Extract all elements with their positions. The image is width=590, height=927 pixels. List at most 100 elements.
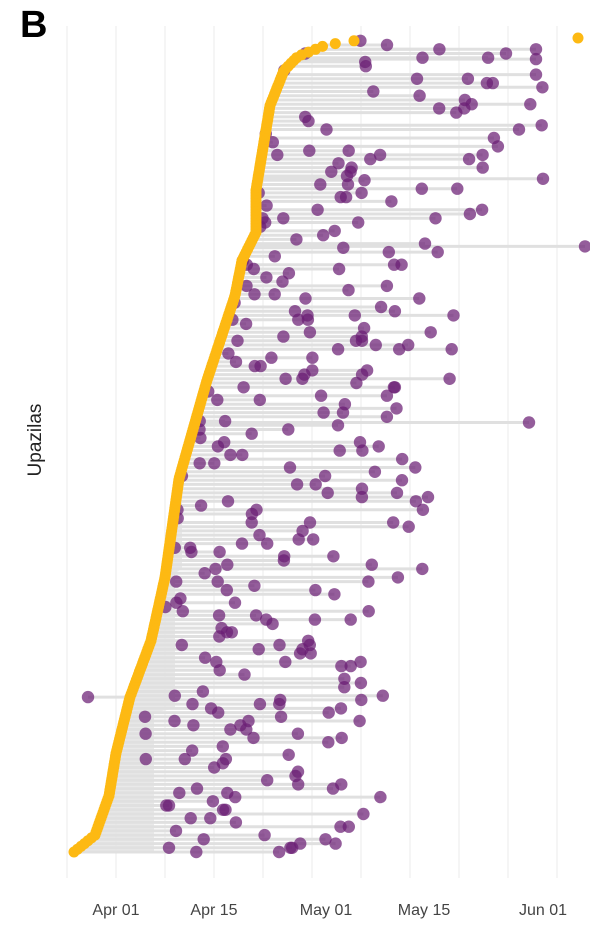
later-case-point [344, 659, 357, 673]
later-case-point [260, 199, 273, 212]
later-case-point [248, 359, 261, 373]
later-case-point [248, 288, 261, 301]
x-tick-label: Apr 01 [92, 902, 139, 919]
later-case-point [410, 72, 424, 86]
panel-label: B [20, 4, 48, 46]
later-case-point [352, 216, 365, 229]
later-case-point [253, 528, 266, 542]
later-case-point [524, 98, 537, 111]
later-case-point [334, 820, 347, 833]
later-case-point [487, 131, 501, 145]
later-case-point [331, 343, 345, 356]
later-case-point [277, 330, 290, 343]
later-case-point [451, 182, 464, 195]
later-case-point [376, 689, 389, 702]
later-case-point [359, 55, 372, 69]
later-case-point [175, 638, 188, 652]
later-case-point [320, 123, 333, 136]
later-case-point [368, 465, 382, 478]
later-case-point [168, 689, 181, 702]
later-case-point [317, 229, 330, 242]
later-case-point [529, 43, 543, 56]
later-case-point [291, 727, 305, 740]
later-case-point [338, 398, 352, 411]
later-case-point [273, 638, 286, 652]
first-case-point [317, 40, 328, 52]
later-case-point [169, 824, 183, 838]
later-case-point [268, 288, 281, 301]
later-case-point [578, 240, 590, 253]
later-case-point [279, 372, 292, 385]
later-case-point [290, 233, 303, 246]
later-case-point [536, 81, 549, 94]
later-case-point [170, 575, 183, 588]
later-case-point [184, 812, 197, 825]
later-case-point [283, 461, 297, 474]
later-case-point [529, 52, 543, 66]
later-case-point [332, 157, 345, 170]
later-case-point [327, 550, 340, 563]
later-case-point [274, 710, 288, 723]
later-case-point [369, 338, 382, 352]
first-case-point [572, 32, 584, 44]
later-case-point [416, 562, 429, 576]
later-case-point [331, 419, 345, 432]
later-case-point [338, 672, 351, 685]
later-case-point [380, 279, 394, 293]
later-case-point [416, 51, 429, 64]
later-case-point [204, 702, 218, 715]
later-case-point [253, 697, 267, 711]
later-case-point [212, 609, 226, 622]
later-case-point [387, 516, 400, 529]
later-case-point [139, 727, 152, 740]
later-case-point [176, 605, 189, 618]
later-case-point [303, 326, 317, 339]
later-case-point [391, 571, 405, 584]
later-case-point [512, 123, 526, 136]
later-case-point [355, 482, 369, 495]
later-case-point [535, 119, 548, 132]
later-case-point [325, 165, 338, 178]
later-case-point [282, 748, 295, 761]
later-case-point [229, 355, 243, 369]
later-case-point [354, 655, 367, 669]
later-case-point [421, 490, 435, 504]
later-case-point [486, 76, 499, 90]
later-case-point [218, 414, 232, 428]
later-case-point [424, 326, 437, 339]
later-case-point [380, 389, 394, 402]
later-case-point [196, 685, 210, 698]
later-case-point [168, 714, 181, 728]
later-case-point [240, 279, 253, 293]
later-case-point [382, 245, 395, 259]
later-case-point [186, 697, 199, 711]
later-case-point [342, 144, 355, 157]
later-case-point [258, 828, 271, 842]
later-case-point [302, 634, 315, 647]
later-case-point [447, 309, 460, 322]
later-case-point [224, 448, 237, 462]
later-case-point [318, 469, 332, 483]
later-case-point [222, 347, 235, 360]
later-case-point [239, 317, 253, 331]
later-case-point [278, 550, 291, 563]
later-case-point [409, 461, 422, 474]
later-case-point [333, 444, 346, 457]
later-case-point [335, 778, 348, 791]
later-case-point [314, 389, 328, 402]
later-case-point [277, 212, 290, 225]
later-case-point [416, 503, 430, 516]
later-case-point [282, 267, 296, 280]
later-case-point [211, 393, 224, 407]
later-case-point [236, 448, 249, 462]
later-case-point [219, 752, 233, 766]
later-case-point [429, 212, 442, 225]
later-case-point [253, 393, 266, 407]
later-case-point [328, 588, 341, 601]
later-case-point [431, 245, 444, 259]
later-case-point [322, 706, 335, 719]
later-case-point [415, 182, 428, 195]
later-case-point [462, 152, 476, 166]
later-case-point [218, 436, 231, 449]
x-tick-label: Jun 01 [519, 902, 567, 919]
